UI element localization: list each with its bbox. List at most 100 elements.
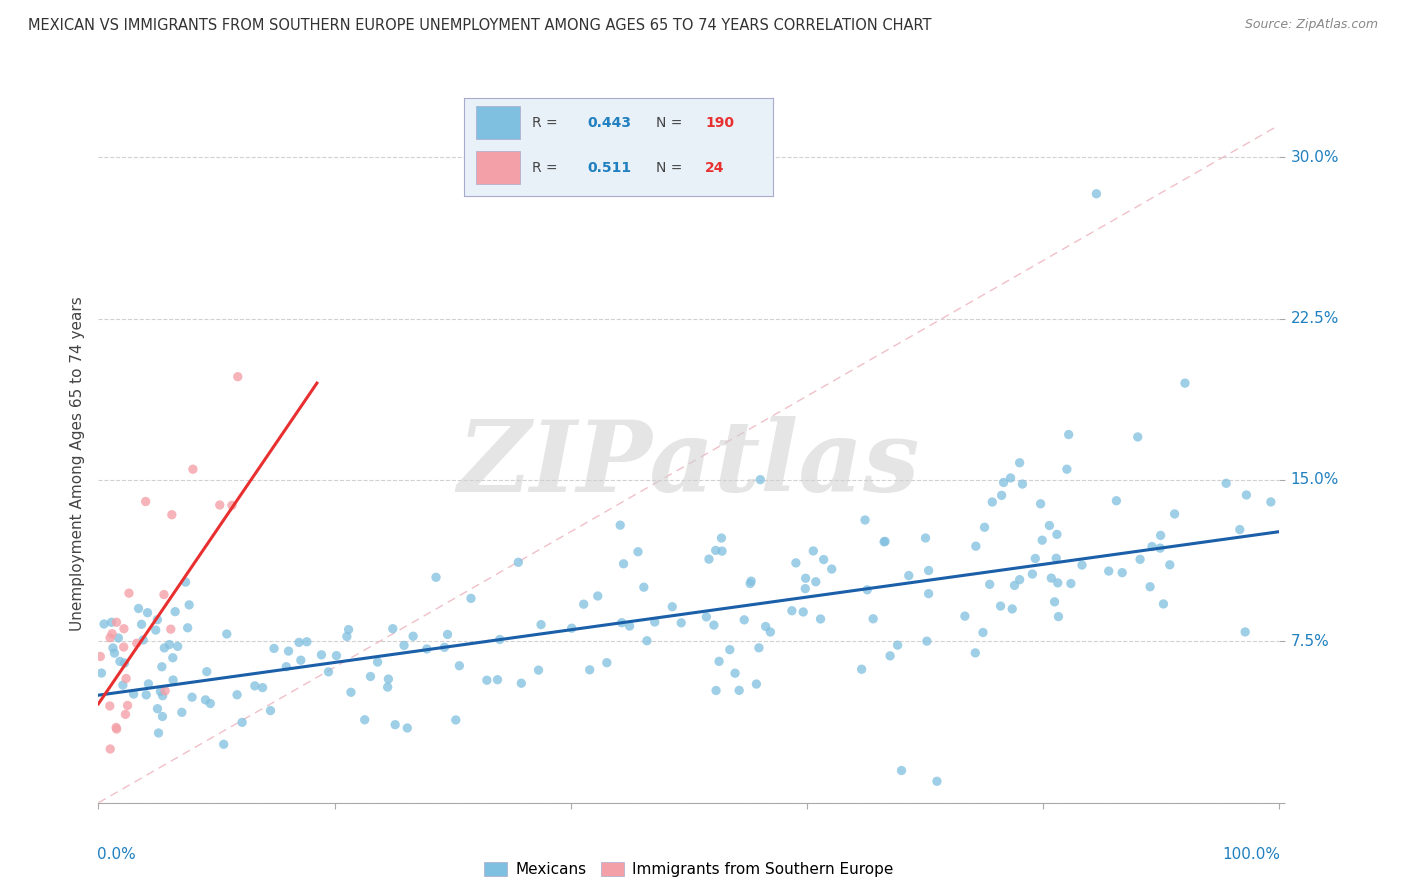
Point (200, 697, 222, 711)
Point (340, 685, 363, 699)
Point (1139, 580, 1161, 594)
Point (697, 552, 720, 566)
Point (1056, 462, 1078, 476)
Point (759, 625, 782, 640)
Point (897, 568, 920, 582)
Point (115, 672, 138, 686)
Point (1126, 430, 1149, 444)
Point (1215, 476, 1237, 491)
Point (252, 681, 274, 695)
Point (98, 631, 121, 645)
Point (353, 713, 375, 727)
Point (972, 625, 994, 640)
Point (263, 641, 285, 656)
Point (1234, 488, 1257, 502)
Point (609, 518, 631, 533)
Point (1140, 540, 1163, 554)
Point (215, 627, 238, 641)
Point (98, 742, 121, 756)
Point (801, 544, 824, 558)
Point (125, 636, 148, 650)
Point (259, 704, 281, 718)
Point (633, 580, 655, 594)
Point (195, 665, 218, 679)
Point (460, 591, 482, 606)
Point (108, 654, 131, 668)
Point (740, 576, 762, 591)
Point (101, 626, 124, 640)
Point (226, 688, 249, 702)
Point (226, 369, 249, 384)
Point (288, 635, 311, 649)
Point (318, 665, 340, 679)
Point (146, 702, 169, 716)
Point (873, 534, 896, 549)
Point (111, 678, 134, 692)
Text: 190: 190 (706, 116, 734, 129)
Point (359, 669, 381, 683)
Point (917, 564, 939, 578)
Point (993, 475, 1015, 490)
Point (813, 552, 835, 566)
Point (290, 653, 312, 667)
Point (973, 520, 995, 534)
Point (153, 640, 176, 655)
Point (181, 690, 204, 705)
Point (146, 613, 169, 627)
Text: 30.0%: 30.0% (1291, 150, 1339, 165)
Point (821, 562, 844, 576)
Point (162, 650, 184, 665)
Point (105, 615, 128, 630)
Point (112, 640, 135, 654)
Point (917, 587, 939, 601)
Point (181, 462, 204, 476)
Text: 100.0%: 100.0% (1223, 847, 1281, 862)
Point (118, 586, 141, 600)
Point (586, 589, 609, 603)
Text: N =: N = (655, 116, 686, 129)
Point (433, 640, 456, 655)
Point (810, 612, 832, 626)
Point (212, 737, 235, 751)
Point (1021, 567, 1043, 582)
Text: MEXICAN VS IMMIGRANTS FROM SOUTHERN EUROPE UNEMPLOYMENT AMONG AGES 65 TO 74 YEAR: MEXICAN VS IMMIGRANTS FROM SOUTHERN EURO… (28, 18, 932, 33)
Point (396, 721, 419, 735)
Point (1105, 493, 1128, 508)
Point (740, 574, 762, 589)
Legend: Mexicans, Immigrants from Southern Europe: Mexicans, Immigrants from Southern Europ… (478, 856, 900, 883)
Point (792, 605, 814, 619)
Point (572, 597, 595, 611)
Point (1098, 564, 1121, 578)
Point (886, 638, 908, 652)
Point (965, 539, 987, 553)
Text: 22.5%: 22.5% (1291, 311, 1339, 326)
Point (965, 646, 987, 660)
Point (508, 555, 530, 569)
Point (150, 660, 173, 674)
Point (107, 631, 129, 645)
Point (392, 639, 415, 653)
Point (748, 640, 770, 655)
Point (1060, 576, 1083, 591)
Point (325, 648, 347, 663)
Point (117, 698, 139, 713)
Point (707, 654, 730, 668)
Point (179, 598, 201, 612)
Point (979, 577, 1001, 591)
Point (749, 473, 772, 487)
Point (208, 498, 231, 512)
Point (1046, 575, 1069, 590)
Text: 7.5%: 7.5% (1291, 634, 1329, 648)
Point (153, 588, 176, 602)
Point (1149, 541, 1171, 556)
Point (436, 627, 458, 641)
Point (990, 599, 1012, 613)
Point (114, 656, 136, 670)
Point (1159, 558, 1181, 572)
Point (610, 615, 633, 630)
Point (98, 698, 121, 713)
Point (149, 684, 172, 698)
Point (794, 571, 817, 585)
Point (853, 513, 876, 527)
Point (530, 617, 553, 632)
